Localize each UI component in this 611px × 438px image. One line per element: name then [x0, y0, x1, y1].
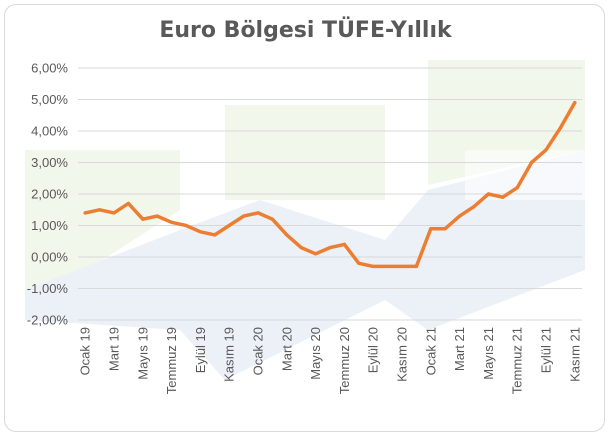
data-point	[299, 245, 303, 250]
data-point	[285, 233, 289, 237]
data-point	[83, 211, 87, 215]
x-tick-label: Ocak 19	[78, 327, 93, 375]
y-tick-label: -1,00%	[27, 281, 69, 296]
x-tick-label: Mart 20	[279, 327, 294, 371]
data-point	[256, 211, 260, 215]
data-point	[558, 126, 563, 130]
data-point	[98, 208, 102, 212]
y-tick-label: 0,00%	[31, 250, 68, 265]
y-tick-label: 6,00%	[31, 61, 68, 76]
series-cpi	[83, 100, 577, 269]
data-point	[314, 252, 318, 256]
x-tick-label: Eylül 21	[539, 327, 554, 373]
data-point	[227, 223, 231, 228]
data-point	[184, 223, 188, 228]
y-tick-label: -2,00%	[27, 313, 69, 328]
x-tick-label: Mayıs 20	[308, 327, 323, 380]
data-point	[357, 261, 361, 265]
x-axis-ticks: Ocak 19 Mart 19 Mayıs 19 Temmuz 19 Eylül 19 K…	[78, 327, 583, 394]
x-tick-label: Eylül 20	[366, 327, 381, 373]
x-tick-label: Temmuz 20	[337, 327, 352, 394]
data-point	[112, 211, 116, 215]
data-point	[486, 192, 490, 196]
x-tick-label: Ocak 21	[423, 327, 438, 375]
data-point	[515, 186, 519, 190]
y-tick-label: 4,00%	[31, 124, 68, 139]
x-tick-label: Temmuz 19	[164, 327, 179, 394]
data-point	[126, 201, 130, 206]
data-point	[501, 195, 505, 199]
y-tick-label: 2,00%	[31, 187, 68, 202]
x-tick-label: Temmuz 21	[510, 327, 525, 394]
x-tick-label: Kasım 19	[222, 327, 237, 382]
x-tick-label: Mayıs 21	[481, 327, 496, 380]
data-point	[472, 205, 476, 209]
data-point	[530, 160, 534, 165]
x-tick-label: Mart 21	[452, 327, 467, 371]
data-point	[155, 214, 159, 218]
data-point	[443, 227, 447, 231]
data-point	[213, 233, 217, 237]
data-point	[458, 214, 462, 218]
data-point	[198, 230, 202, 234]
data-point	[242, 214, 246, 218]
x-tick-label: Mayıs 19	[135, 327, 150, 380]
y-tick-label: 3,00%	[31, 155, 68, 170]
x-tick-label: Eylül 19	[193, 327, 208, 373]
data-point	[544, 148, 548, 152]
data-point	[170, 220, 174, 224]
x-tick-label: Kasım 21	[567, 327, 582, 382]
data-point	[573, 101, 577, 105]
x-tick-label: Kasım 20	[395, 327, 410, 382]
data-point	[386, 264, 390, 269]
data-point	[342, 242, 346, 246]
data-point	[270, 217, 274, 221]
data-point	[414, 264, 418, 269]
y-tick-label: 1,00%	[31, 218, 68, 233]
data-point	[141, 217, 145, 221]
y-axis-ticks: 6,00% 5,00% 4,00% 3,00% 2,00% 1,00% 0,00% -1,00…	[27, 61, 69, 328]
x-tick-label: Ocak 20	[251, 327, 266, 375]
data-point	[328, 245, 332, 250]
data-point	[400, 264, 404, 269]
chart-title: Euro Bölgesi TÜFE-Yıllık	[159, 18, 452, 43]
data-point	[371, 264, 375, 269]
data-point	[429, 227, 433, 231]
x-tick-label: Mart 19	[107, 327, 122, 371]
y-tick-label: 5,00%	[31, 92, 68, 107]
gridlines	[78, 67, 582, 321]
